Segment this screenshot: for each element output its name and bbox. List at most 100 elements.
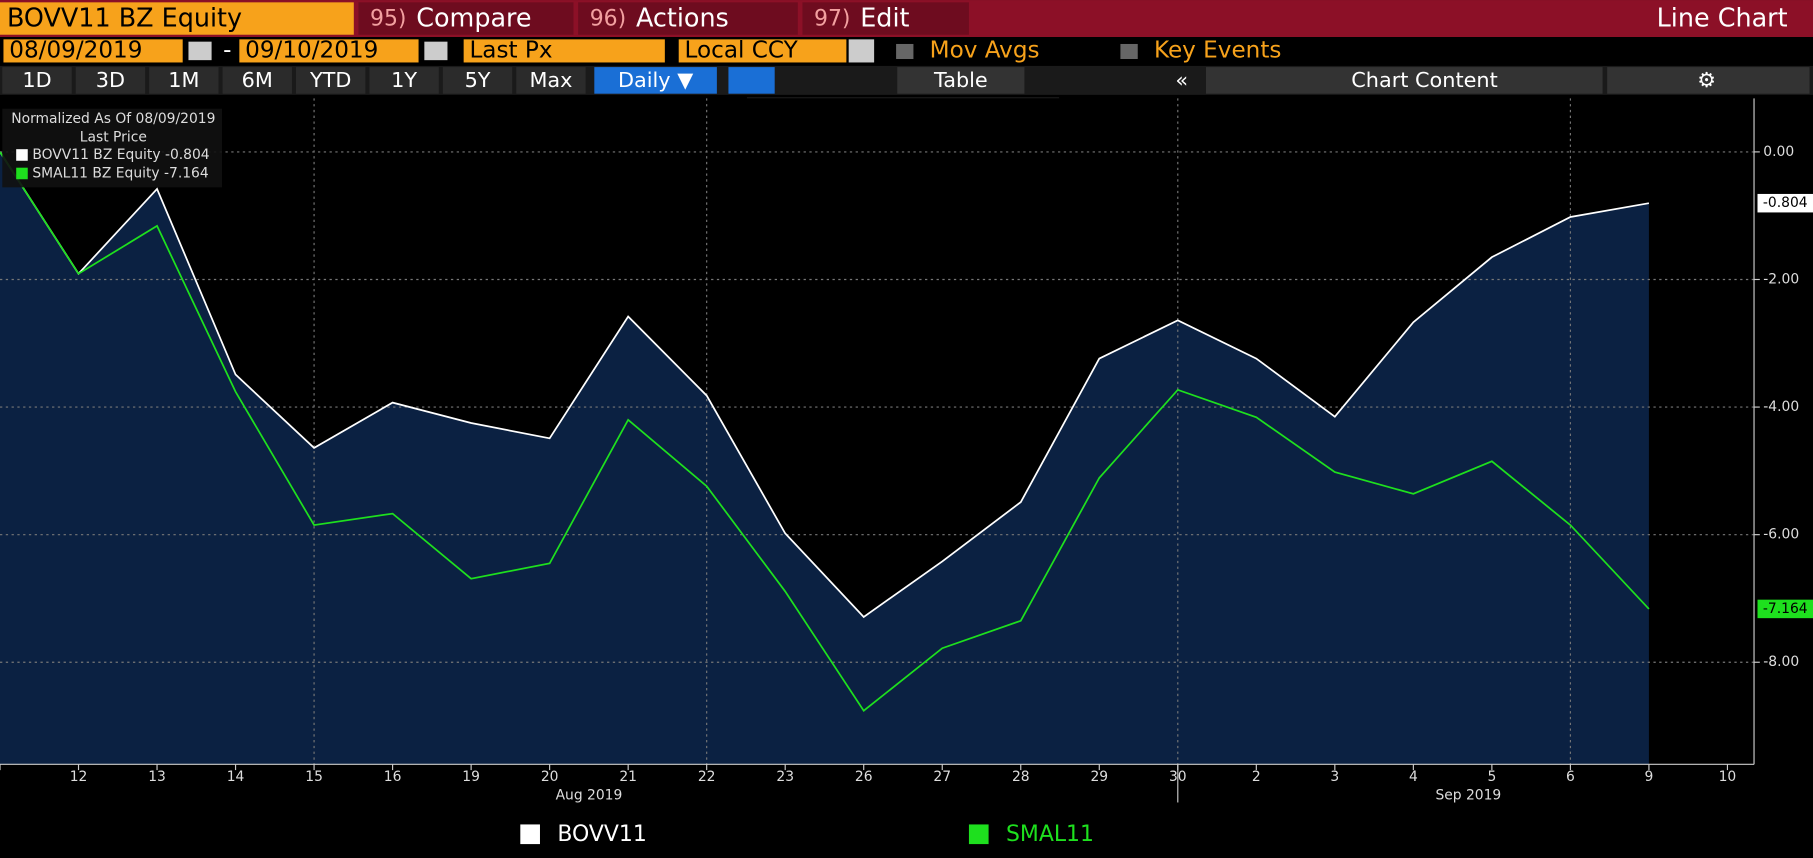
legend-item: BOVV11 BZ Equity -0.804 [32,147,209,163]
start-date: 08/09/2019 [9,37,142,63]
x-tick-label: 15 [305,769,323,785]
ticker-box[interactable] [0,2,354,35]
legend-label: BOVV11 [557,822,647,847]
y-tick-label: -8.00 [1763,654,1799,670]
x-tick-label: 16 [384,769,402,785]
chart-content: Chart Content [1351,68,1497,92]
range-button[interactable] [75,67,146,94]
value-label: -0.804 [1763,195,1808,211]
collapse[interactable]: « [1175,68,1188,92]
gear: ⚙ [1697,68,1716,92]
period-button[interactable] [594,67,717,94]
range-button[interactable] [296,67,366,94]
series-line [0,151,1650,712]
y-tick-label: -6.00 [1763,527,1799,543]
value-label-box [1757,599,1813,619]
x-tick-label: 12 [70,769,88,785]
dropdown[interactable] [848,39,875,63]
range-label: 6M [242,68,273,92]
month-label: Sep 2019 [1435,788,1501,804]
legend-title: Normalized As Of 08/09/2019 [11,111,215,127]
start-box[interactable] [3,39,183,63]
ticker: BOVV11 BZ Equity [7,3,242,33]
x-tick-label: 20 [541,769,559,785]
x-tick-label: 29 [1090,769,1108,785]
value-label: -7.164 [1763,601,1808,617]
legend-swatch [16,149,28,161]
area [0,151,1649,765]
legend-label: SMAL11 [1006,822,1094,847]
x-tick-label: 3 [1330,769,1339,785]
range-button[interactable] [369,67,439,94]
range-label: 5Y [465,68,491,92]
end-date: 09/10/2019 [245,37,378,63]
range-label: 1D [22,68,51,92]
currency: Local CCY [685,37,799,63]
y-tick-label: 0.00 [1763,144,1794,160]
legend-swatch [968,824,989,845]
value-label-box [1757,193,1813,213]
menu-label: Compare [416,3,531,33]
legend-item: SMAL11 BZ Equity -7.164 [32,165,208,181]
legend-swatch [520,824,540,845]
range-button[interactable] [2,67,72,94]
calendar-icon[interactable] [424,41,448,61]
key-events: Key Events [1154,37,1282,63]
currency-box[interactable] [678,39,847,63]
x-tick-label: 22 [698,769,716,785]
menu-button[interactable] [358,2,574,35]
range-button[interactable] [442,67,513,94]
range-button[interactable] [516,67,586,94]
menu-number: 96) [590,7,627,32]
x-tick-label: 26 [855,769,873,785]
x-tick-label: 21 [619,769,637,785]
range-label: Max [529,68,572,92]
menu-button[interactable] [802,2,969,35]
table-button[interactable] [897,67,1025,94]
field-box[interactable] [463,39,665,63]
range-label: 1Y [391,68,417,92]
end-box[interactable] [239,39,419,63]
period: Daily ▼ [618,68,693,92]
line-button[interactable] [728,67,775,94]
view-name: Line Chart [1657,3,1788,33]
x-tick-label: 13 [148,769,166,785]
dash: - [223,37,231,63]
x-tick-label: 9 [1645,769,1654,785]
series-line [0,151,1650,619]
legend-box [2,108,222,188]
x-tick-label: 14 [227,769,245,785]
checkbox[interactable] [896,43,914,59]
y-tick-label: -4.00 [1763,399,1799,415]
x-tick-label: 2 [1252,769,1261,785]
menu-button[interactable] [578,2,798,35]
range-label: YTD [309,68,351,92]
month-label: Aug 2019 [556,788,623,804]
chart-content-button[interactable] [1205,67,1603,94]
x-tick-label: 19 [462,769,480,785]
x-tick-label: 23 [776,769,794,785]
range-label: 3D [96,68,125,92]
range-button[interactable] [222,67,292,94]
x-tick-label: 28 [1012,769,1030,785]
calendar-icon[interactable] [188,41,212,61]
checkbox[interactable] [1120,43,1138,59]
x-tick-label: 6 [1566,769,1575,785]
menu-number: 95) [370,7,407,32]
legend-swatch [16,167,28,180]
y-tick-label: -2.00 [1763,271,1799,287]
legend-subtitle: Last Price [80,130,147,146]
range-label: 1M [168,68,199,92]
table: Table [933,68,988,92]
menu-number: 97) [814,7,851,32]
x-tick-label: 27 [933,769,951,785]
range-button[interactable] [149,67,219,94]
x-tick-label: 10 [1719,769,1737,785]
x-tick-label: 4 [1409,769,1418,785]
settings-button[interactable] [1607,67,1810,94]
mov-avgs: Mov Avgs [930,37,1040,63]
field: Last Px [469,37,552,63]
menu-label: Actions [636,3,729,33]
